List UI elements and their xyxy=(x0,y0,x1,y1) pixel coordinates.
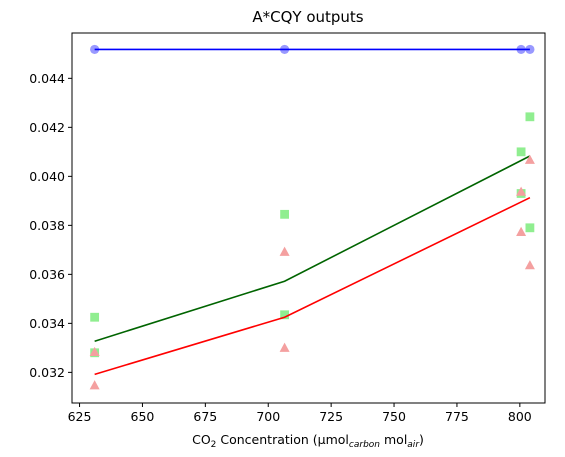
y-tick-label: 0.032 xyxy=(29,365,65,380)
square-marker-7 xyxy=(525,223,535,233)
axes: 625 650 675 700 725 750 775 800 0.032 0.034 0.036 0… xyxy=(29,32,546,424)
x-axis-label: CO2 Concentration (µmolcarbon molair) xyxy=(192,432,424,450)
x-tick-label: 675 xyxy=(193,409,217,424)
square-marker-3 xyxy=(280,310,289,320)
series-line-red xyxy=(94,196,531,376)
triangle-marker-6 xyxy=(524,154,535,164)
square-marker-4 xyxy=(516,147,526,157)
triangle-marker-5 xyxy=(516,226,527,236)
y-tick-label: 0.036 xyxy=(29,267,65,282)
square-marker-0 xyxy=(90,312,100,322)
x-tick-label: 750 xyxy=(382,409,406,424)
x-tick-label: 725 xyxy=(319,409,343,424)
y-tick-label: 0.038 xyxy=(29,218,65,233)
triangle-marker-2 xyxy=(279,246,290,256)
plot-frame xyxy=(71,32,546,404)
triangle-marker-7 xyxy=(524,260,535,270)
triangle-marker-4 xyxy=(516,186,527,196)
chart-title: A*CQY outputs xyxy=(252,8,363,26)
y-tick-label: 0.040 xyxy=(29,169,65,184)
x-tick-label: 775 xyxy=(445,409,469,424)
series-line-green xyxy=(94,155,531,343)
triangle-marker-0 xyxy=(89,346,100,357)
square-marker-6 xyxy=(525,112,535,122)
x-tick-label: 650 xyxy=(131,409,155,424)
x-tick-label: 800 xyxy=(508,409,532,424)
plot-area xyxy=(89,44,535,390)
circle-marker-3 xyxy=(525,44,535,55)
triangle-marker-3 xyxy=(279,342,290,352)
y-tick-label: 0.034 xyxy=(29,316,65,331)
square-marker-2 xyxy=(280,209,289,219)
y-tick-label: 0.042 xyxy=(29,120,65,135)
y-tick-label: 0.044 xyxy=(29,71,65,86)
x-tick-label: 625 xyxy=(68,409,92,424)
x-tick-label: 700 xyxy=(256,409,280,424)
triangle-marker-1 xyxy=(89,380,100,390)
